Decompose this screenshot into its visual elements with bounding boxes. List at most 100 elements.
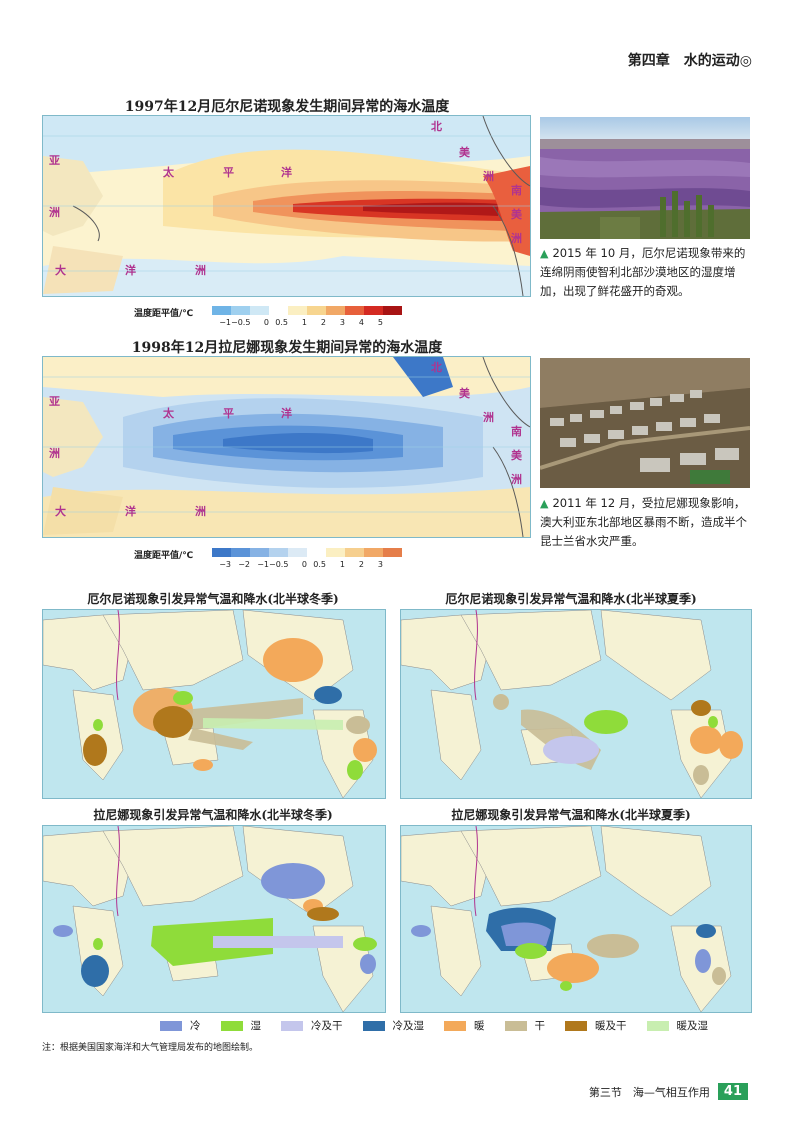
legend-item: 冷及干 — [281, 1018, 343, 1033]
scale-tick: 2 — [320, 318, 326, 327]
lanina-label-na2: 美 — [459, 386, 471, 400]
lanina-label-ocean2: 洋 — [125, 504, 136, 518]
elnino-label-asia1: 亚 — [49, 154, 60, 167]
lanina-label-sa2: 美 — [511, 448, 523, 462]
triangle-icon: ▲ — [540, 497, 549, 510]
scale-tick: 3 — [339, 318, 345, 327]
scale-swatch — [269, 306, 288, 315]
elnino-color-scale — [212, 306, 402, 315]
legend-label: 暖及湿 — [676, 1020, 709, 1032]
scale-tick: 1 — [301, 318, 307, 327]
scale-swatch — [212, 548, 231, 557]
elnino-label-ocean1: 大 — [55, 263, 66, 277]
elnino-scale-label: 温度距平值/℃ — [134, 309, 194, 319]
elnino-label-sa3: 洲 — [511, 232, 522, 245]
elnino-label-ocean2: 洋 — [125, 263, 136, 277]
scale-tick: −0.5 — [269, 560, 289, 569]
lanina-label-asia2: 洲 — [49, 447, 60, 460]
lanina-label-na1: 北 — [431, 360, 442, 374]
scale-swatch — [250, 306, 269, 315]
elnino-winter-title: 厄尔尼诺现象引发异常气温和降水(北半球冬季) — [87, 592, 339, 606]
legend-item: 暖及湿 — [646, 1018, 709, 1033]
scale-tick: 3 — [377, 560, 383, 569]
legend-item: 暖及干 — [565, 1018, 627, 1033]
lanina-sst-title: 1998年12月拉尼娜现象发生期间异常的海水温度 — [131, 340, 443, 356]
legend-item: 暖 — [444, 1018, 485, 1033]
australia-flood-photo — [540, 358, 750, 488]
chile-caption-text: 2015 年 10 月，厄尔尼诺现象带来的连绵阴雨使智利北部沙漠地区的湿度增加，… — [540, 246, 746, 298]
legend-label: 冷 — [190, 1020, 201, 1032]
legend-item: 湿 — [220, 1018, 262, 1033]
scale-tick: −0.5 — [231, 318, 251, 327]
lanina-winter-title: 拉尼娜现象引发异常气温和降水(北半球冬季) — [93, 808, 333, 822]
scale-tick: −3 — [219, 560, 231, 569]
lanina-label-ocean3: 洲 — [195, 505, 206, 518]
scale-swatch — [326, 306, 345, 315]
chapter-header: 第四章 水的运动◎ — [627, 53, 752, 69]
scale-swatch — [250, 548, 269, 557]
lanina-scale-ticks: −3 −2 −1 −0.5 0 0.5 1 2 3 — [212, 560, 402, 569]
scale-swatch — [231, 548, 250, 557]
elnino-sst-map: 亚 洲 太 平 洋 大 洋 洲 北 美 洲 南 美 洲 — [42, 115, 531, 297]
scale-swatch — [307, 548, 326, 557]
legend-item: 冷及湿 — [362, 1018, 424, 1033]
page-number: 41 — [717, 1083, 748, 1100]
legend-label: 干 — [534, 1020, 546, 1032]
scale-tick: −1 — [257, 560, 269, 569]
legend-swatch — [220, 1020, 243, 1031]
elnino-label-pacific1: 太 — [162, 165, 175, 179]
lanina-summer-map — [400, 825, 752, 1013]
scale-tick: 5 — [377, 318, 383, 327]
lanina-label-sa3: 洲 — [511, 473, 522, 486]
section-title: 第三节 海—气相互作用 — [588, 1085, 710, 1099]
scale-swatch — [307, 306, 326, 315]
scale-swatch — [212, 306, 231, 315]
lanina-label-pacific2: 平 — [223, 407, 234, 420]
legend-label: 湿 — [250, 1020, 262, 1032]
scale-swatch — [345, 548, 364, 557]
legend-swatch — [160, 1020, 182, 1031]
scale-swatch — [326, 548, 345, 557]
scale-tick: 0.5 — [313, 560, 326, 569]
legend-label: 暖 — [474, 1020, 485, 1032]
scale-swatch — [231, 306, 250, 315]
legend-swatch — [444, 1020, 466, 1031]
elnino-summer-map — [400, 609, 752, 799]
lanina-label-sa1: 南 — [511, 424, 522, 438]
lanina-label-na3: 洲 — [483, 411, 494, 424]
scale-tick: 0 — [301, 560, 307, 569]
legend-swatch — [565, 1020, 587, 1031]
legend-label: 冷及干 — [311, 1020, 343, 1032]
chile-desert-photo — [540, 117, 750, 239]
lanina-sst-map: 亚 洲 太 平 洋 大 洋 洲 北 美 洲 南 美 洲 — [42, 356, 531, 538]
scale-tick: 0.5 — [275, 318, 288, 327]
scale-tick: 0 — [263, 318, 269, 327]
elnino-label-asia2: 洲 — [49, 206, 60, 219]
elnino-label-pacific3: 洋 — [281, 165, 292, 179]
elnino-label-sa2: 美 — [511, 207, 523, 221]
elnino-sst-title: 1997年12月厄尔尼诺现象发生期间异常的海水温度 — [124, 99, 450, 115]
legend-item: 冷 — [160, 1018, 201, 1033]
scale-swatch — [269, 548, 288, 557]
scale-tick: −1 — [219, 318, 231, 327]
legend-swatch — [281, 1020, 303, 1031]
scale-swatch — [288, 548, 307, 557]
elnino-label-na2: 美 — [459, 145, 471, 159]
elnino-label-na3: 洲 — [483, 170, 494, 183]
scale-swatch — [345, 306, 364, 315]
elnino-winter-map — [42, 609, 386, 799]
scale-swatch — [383, 548, 402, 557]
elnino-summer-title: 厄尔尼诺现象引发异常气温和降水(北半球夏季) — [445, 592, 697, 606]
elnino-label-na1: 北 — [431, 119, 442, 133]
lanina-winter-map — [42, 825, 386, 1013]
legend-swatch — [646, 1020, 669, 1031]
scale-swatch — [288, 306, 307, 315]
elnino-label-pacific2: 平 — [223, 166, 234, 179]
source-note: 注：根据美国国家海洋和大气管理局发布的地图绘制。 — [42, 1043, 259, 1053]
legend-label: 暖及干 — [595, 1020, 627, 1032]
lanina-label-ocean1: 大 — [55, 504, 66, 518]
lanina-label-pacific3: 洋 — [281, 406, 292, 420]
scale-tick: 2 — [358, 560, 364, 569]
scale-swatch — [383, 306, 402, 315]
legend-swatch — [362, 1020, 385, 1031]
